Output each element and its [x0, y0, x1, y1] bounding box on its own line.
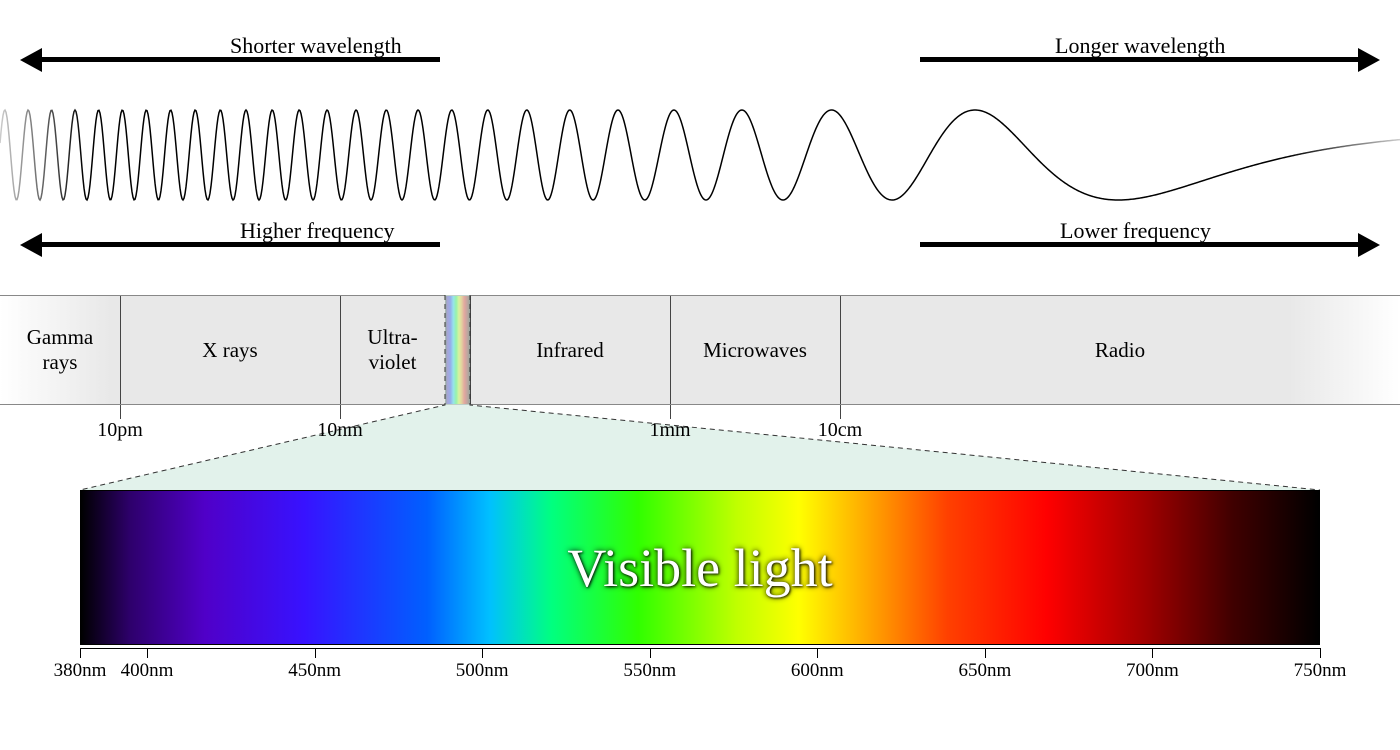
- visible-tick-label: 700nm: [1126, 660, 1179, 682]
- region-divider: [840, 296, 841, 404]
- visible-tick-label: 650nm: [958, 660, 1011, 682]
- spectrum-tick: [120, 405, 121, 419]
- spectrum-tick-label: 1mm: [649, 419, 690, 442]
- lower-frequency-label: Lower frequency: [1060, 218, 1211, 244]
- arrow-head-left-icon: [20, 48, 42, 72]
- region-radio: Radio: [840, 296, 1400, 404]
- em-spectrum-bar: GammaraysX raysUltra-violetInfraredMicro…: [0, 295, 1400, 405]
- visible-tick-label: 600nm: [791, 660, 844, 682]
- spectrum-tick: [840, 405, 841, 419]
- visible-tick: [1152, 648, 1153, 658]
- arrow-line: [920, 242, 1358, 247]
- region-ultraviolet: Ultra-violet: [340, 296, 445, 404]
- arrow-line: [42, 57, 440, 62]
- spectrum-tick-label: 10pm: [97, 419, 143, 442]
- higher-frequency-label: Higher frequency: [240, 218, 395, 244]
- visible-light-title: Visible light: [81, 537, 1319, 599]
- visible-sliver: [445, 296, 470, 404]
- spectrum-tick-label: 10nm: [317, 419, 363, 442]
- visible-spectrum-band: Visible light: [80, 490, 1320, 645]
- arrow-head-left-icon: [20, 233, 42, 257]
- visible-tick: [817, 648, 818, 658]
- arrow-line: [920, 57, 1358, 62]
- region-divider: [340, 296, 341, 404]
- visible-spectrum-axis: [80, 648, 1320, 649]
- region-divider: [670, 296, 671, 404]
- region-divider: [445, 296, 446, 404]
- shorter-wavelength-label: Shorter wavelength: [230, 33, 402, 59]
- visible-tick-label: 450nm: [288, 660, 341, 682]
- visible-tick-label: 380nm: [54, 660, 107, 682]
- visible-tick-label: 400nm: [121, 660, 174, 682]
- visible-tick-label: 750nm: [1294, 660, 1347, 682]
- spectrum-tick: [670, 405, 671, 419]
- region-divider: [470, 296, 471, 404]
- visible-tick-label: 550nm: [623, 660, 676, 682]
- arrow-head-right-icon: [1358, 233, 1380, 257]
- visible-tick: [80, 648, 81, 658]
- chirp-wave: [0, 100, 1400, 210]
- visible-tick: [482, 648, 483, 658]
- visible-tick: [147, 648, 148, 658]
- region-infrared: Infrared: [470, 296, 670, 404]
- region-x-rays: X rays: [120, 296, 340, 404]
- arrow-line: [42, 242, 440, 247]
- region-divider: [120, 296, 121, 404]
- visible-tick: [1320, 648, 1321, 658]
- longer-wavelength-label: Longer wavelength: [1055, 33, 1225, 59]
- visible-tick: [315, 648, 316, 658]
- visible-tick: [650, 648, 651, 658]
- visible-tick-label: 500nm: [456, 660, 509, 682]
- spectrum-tick: [340, 405, 341, 419]
- arrow-head-right-icon: [1358, 48, 1380, 72]
- region-gamma-rays: Gammarays: [0, 296, 120, 404]
- visible-tick: [985, 648, 986, 658]
- region-microwaves: Microwaves: [670, 296, 840, 404]
- spectrum-tick-label: 10cm: [818, 419, 862, 442]
